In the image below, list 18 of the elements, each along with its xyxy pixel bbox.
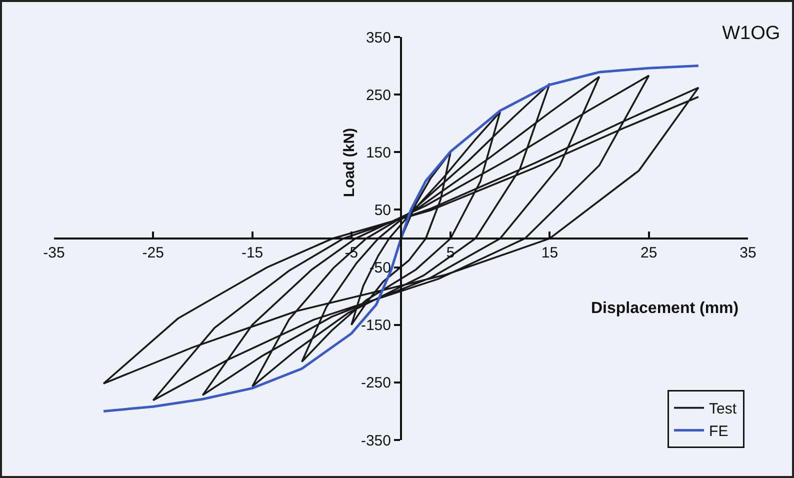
y-tick-label: 50	[374, 202, 391, 219]
y-tick-label: -350	[360, 432, 391, 450]
legend-label: Test	[709, 400, 738, 418]
x-tick-label: -35	[43, 244, 65, 262]
x-tick-label: -25	[142, 244, 164, 262]
x-tick-label: 35	[740, 244, 756, 262]
x-axis-title: Displacement (mm)	[591, 300, 739, 317]
legend-label: FE	[709, 423, 728, 440]
chart-title: W1OG	[722, 23, 780, 44]
y-tick-label: -250	[360, 374, 391, 392]
y-tick-label: -150	[360, 317, 391, 334]
y-axis-title: Load (kN)	[340, 128, 358, 198]
x-tick-label: -15	[241, 244, 264, 262]
y-tick-label: 350	[366, 29, 391, 46]
x-tick-label: 15	[541, 244, 558, 262]
y-tick-label: 150	[366, 144, 391, 162]
x-tick-label: 25	[640, 244, 658, 262]
y-tick-label: 250	[366, 86, 391, 104]
